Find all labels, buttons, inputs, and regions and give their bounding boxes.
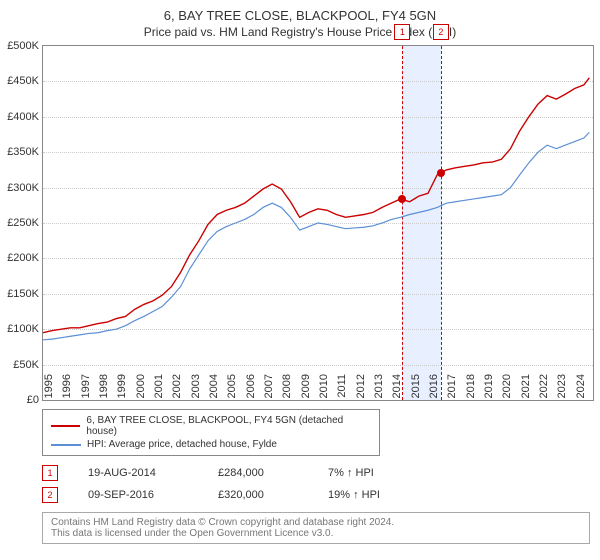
- chart-subtitle: Price paid vs. HM Land Registry's House …: [0, 23, 600, 45]
- y-axis-label: £200K: [0, 252, 39, 264]
- sale-delta: 7% ↑ HPI: [328, 467, 374, 479]
- sale-marker: 1: [42, 465, 58, 481]
- y-axis-label: £50K: [0, 359, 39, 371]
- sale-date: 19-AUG-2014: [88, 467, 188, 479]
- sale-point: [437, 169, 445, 177]
- legend-swatch: [51, 444, 81, 446]
- sale-num: 1: [47, 468, 52, 478]
- sale-price: £320,000: [218, 489, 298, 501]
- sale-flag: 1: [394, 24, 410, 40]
- chart-plot-area: £0£50K£100K£150K£200K£250K£300K£350K£400…: [42, 45, 594, 401]
- sale-date: 09-SEP-2016: [88, 489, 188, 501]
- legend-item: HPI: Average price, detached house, Fyld…: [51, 438, 371, 451]
- y-axis-label: £500K: [0, 40, 39, 52]
- sale-delta: 19% ↑ HPI: [328, 489, 380, 501]
- sale-marker: 2: [42, 487, 58, 503]
- legend-swatch: [51, 425, 80, 427]
- y-axis-label: £250K: [0, 217, 39, 229]
- sale-row: 2 09-SEP-2016 £320,000 19% ↑ HPI: [42, 484, 600, 506]
- chart-container: 6, BAY TREE CLOSE, BLACKPOOL, FY4 5GN Pr…: [0, 0, 600, 560]
- y-axis-label: £300K: [0, 182, 39, 194]
- chart-title: 6, BAY TREE CLOSE, BLACKPOOL, FY4 5GN: [0, 0, 600, 23]
- sale-price: £284,000: [218, 467, 298, 479]
- sale-row: 1 19-AUG-2014 £284,000 7% ↑ HPI: [42, 462, 600, 484]
- legend-label: 6, BAY TREE CLOSE, BLACKPOOL, FY4 5GN (d…: [86, 415, 371, 437]
- y-axis-label: £150K: [0, 288, 39, 300]
- y-axis-label: £100K: [0, 323, 39, 335]
- legend-item: 6, BAY TREE CLOSE, BLACKPOOL, FY4 5GN (d…: [51, 414, 371, 438]
- legend: 6, BAY TREE CLOSE, BLACKPOOL, FY4 5GN (d…: [42, 409, 380, 456]
- sale-point: [398, 195, 406, 203]
- y-axis-label: £400K: [0, 111, 39, 123]
- sales-table: 1 19-AUG-2014 £284,000 7% ↑ HPI 2 09-SEP…: [42, 462, 600, 506]
- legend-label: HPI: Average price, detached house, Fyld…: [87, 439, 277, 450]
- y-axis-label: £350K: [0, 146, 39, 158]
- y-axis-label: £0: [0, 394, 39, 406]
- attribution-line: Contains HM Land Registry data © Crown c…: [51, 517, 581, 528]
- sale-num: 2: [47, 490, 52, 500]
- attribution-line: This data is licensed under the Open Gov…: [51, 528, 581, 539]
- y-axis-label: £450K: [0, 75, 39, 87]
- attribution: Contains HM Land Registry data © Crown c…: [42, 512, 590, 544]
- sale-flag: 2: [433, 24, 449, 40]
